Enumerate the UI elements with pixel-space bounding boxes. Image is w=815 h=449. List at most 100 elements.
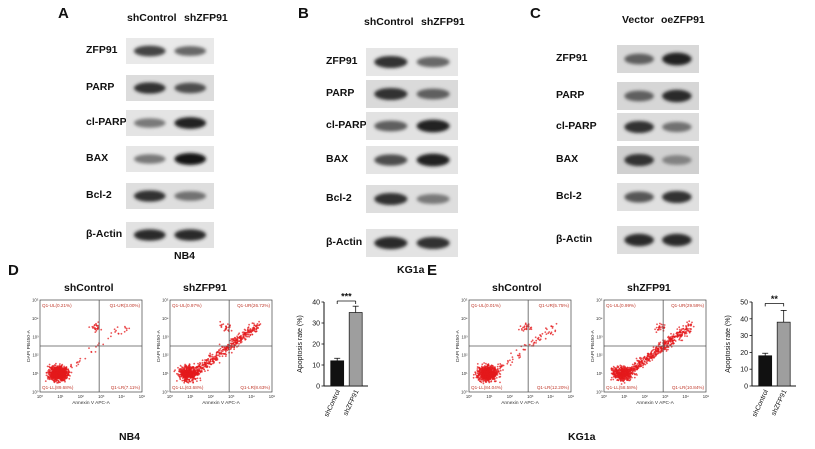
flow-dots: [44, 321, 131, 384]
panel-a-row-label-2: cl-PARP: [86, 116, 127, 128]
panel-c-row-label-3: BAX: [556, 153, 579, 165]
y-tick-label: 10⁴: [461, 316, 468, 321]
y-tick-label: 10²: [162, 353, 169, 358]
panel-b-blot-strip-1: [366, 80, 458, 108]
panel-e-plot-1-title: shZFP91: [627, 282, 671, 294]
quadrant-ur-label: Q1-UR(29.59%): [671, 303, 704, 308]
x-tick-label: 10⁰: [37, 394, 44, 399]
y-tick-label: 10⁵: [162, 298, 169, 303]
y-tick-label: 10³: [596, 334, 603, 339]
panel-a-row-label-5: β-Actin: [86, 228, 123, 240]
error-bar-shControl: [334, 357, 341, 361]
y-tick-label: 10⁴: [162, 316, 169, 321]
panel-b-blot-strip-5: [366, 229, 458, 257]
panel-b-label: B: [298, 5, 309, 22]
panel-a-band-5-0: [133, 229, 166, 241]
quadrant-ul-label: Q1-UL(0.99%): [606, 303, 636, 308]
y-axis-label: Apoptosis rate (%): [725, 315, 732, 373]
x-tick-label: 10³: [228, 394, 235, 399]
panel-a-blot-strip-3: [126, 146, 214, 172]
y-axis-label: DAPI PB450-A: [590, 329, 596, 362]
panel-b-band-2-0: [374, 120, 408, 132]
quadrant-ll-label: Q1-LL(58.58%): [606, 385, 638, 390]
flow-dots: [173, 320, 262, 384]
panel-a-blot-strip-1: [126, 75, 214, 101]
panel-a-band-1-1: [174, 82, 207, 94]
y-tick-label: 10¹: [32, 371, 39, 376]
panel-a-col-1: shZFP91: [184, 12, 228, 24]
y-tick-label: 10⁰: [32, 390, 39, 395]
panel-e-plot-0-title: shControl: [492, 282, 542, 294]
panel-b-band-4-1: [416, 193, 450, 205]
y-tick-label: 30: [312, 321, 320, 328]
significance-bracket: [336, 300, 357, 304]
y-tick-label: 10³: [32, 334, 39, 339]
panel-b-row-label-1: PARP: [326, 87, 355, 99]
y-tick-label: 10⁰: [596, 390, 603, 395]
quadrant-lr-label: Q1-LR(10.84%): [672, 385, 705, 390]
y-tick-label: 10³: [461, 334, 468, 339]
flow-plot-nb4-shcontrol: Q1-UL(0.21%) Q1-UR(3.00%) Q1-LL(89.68%) Q1-…: [26, 296, 148, 408]
panel-c-band-4-1: [662, 190, 692, 204]
panel-d-plot-1-title: shZFP91: [183, 282, 227, 294]
y-tick-label: 0: [744, 384, 748, 391]
panel-e-cell-line: KG1a: [568, 431, 596, 443]
panel-c-blot-strip-4: [617, 183, 699, 211]
quadrant-lr-label: Q1-LR(8.63%): [240, 385, 270, 390]
x-tick-label: 10¹: [57, 394, 64, 399]
flow-plot-kg1a-shzfp91: Q1-UL(0.99%) Q1-UR(29.59%) Q1-LL(58.58%) Q1…: [590, 296, 712, 408]
panel-b-blot-strip-0: [366, 48, 458, 76]
panel-b-blot-strip-3: [366, 146, 458, 174]
x-tick-label: 10⁴: [248, 394, 255, 399]
y-axis-label: DAPI PB450-A: [156, 329, 162, 362]
x-tick-label: 10⁵: [139, 394, 146, 399]
y-tick-label: 10⁵: [596, 298, 603, 303]
bar-shZFP91: [776, 321, 791, 387]
error-bar-shControl: [762, 352, 769, 356]
panel-a-band-2-0: [133, 118, 166, 128]
panel-c-band-5-1: [662, 233, 692, 247]
y-tick-label: 10⁵: [32, 298, 39, 303]
quadrant-ul-label: Q1-UL(0.01%): [471, 303, 501, 308]
panel-b-row-label-3: BAX: [326, 153, 349, 165]
x-tick-label: 10⁰: [167, 394, 174, 399]
x-tick-label: 10⁵: [703, 394, 710, 399]
x-tick-label: shZFP91: [342, 389, 360, 417]
panel-d-label: D: [8, 262, 19, 279]
error-bar-shZFP91: [780, 309, 787, 323]
quadrant-ul-label: Q1-UL(0.21%): [42, 303, 72, 308]
significance-bracket: [764, 302, 785, 307]
panel-a-blot-strip-5: [126, 222, 214, 248]
quadrant-ur-label: Q1-UR(5.75%): [539, 303, 570, 308]
x-tick-label: 10⁴: [547, 394, 554, 399]
panel-c-band-3-0: [624, 153, 654, 167]
panel-b-band-4-0: [374, 192, 408, 206]
x-tick-label: 10²: [642, 394, 649, 399]
x-tick-label: shControl: [751, 388, 770, 418]
panel-c-row-label-0: ZFP91: [556, 52, 588, 64]
panel-c-band-3-1: [662, 155, 692, 165]
panel-a-band-4-1: [174, 191, 207, 201]
panel-a-band-4-0: [133, 190, 166, 202]
x-tick-label: shControl: [323, 388, 342, 418]
y-axis-label: DAPI PB450-A: [455, 329, 461, 362]
y-axis-label: Apoptosis rate (%): [297, 315, 304, 373]
quadrant-lr-label: Q1-LR(7.11%): [111, 385, 141, 390]
quadrant-ll-label: Q1-LL(84.04%): [471, 385, 503, 390]
panel-c-row-label-1: PARP: [556, 89, 585, 101]
y-tick-label: 0: [316, 384, 320, 391]
panel-b-cell-line: KG1a: [397, 264, 425, 276]
panel-b-band-5-0: [374, 236, 408, 250]
panel-c-band-5-0: [624, 233, 654, 247]
panel-b-row-label-2: cl-PARP: [326, 119, 367, 131]
panel-b-band-0-0: [374, 55, 408, 69]
y-tick-label: 20: [312, 342, 320, 349]
panel-c-blot-strip-2: [617, 113, 699, 141]
panel-e-label: E: [427, 262, 438, 279]
y-tick-label: 10⁵: [461, 298, 468, 303]
panel-c-blot-strip-3: [617, 146, 699, 174]
y-tick-label: 10⁰: [461, 390, 468, 395]
panel-a-band-0-1: [174, 46, 207, 56]
panel-d-plot-0-title: shControl: [64, 282, 114, 294]
panel-b-band-5-1: [416, 236, 450, 250]
